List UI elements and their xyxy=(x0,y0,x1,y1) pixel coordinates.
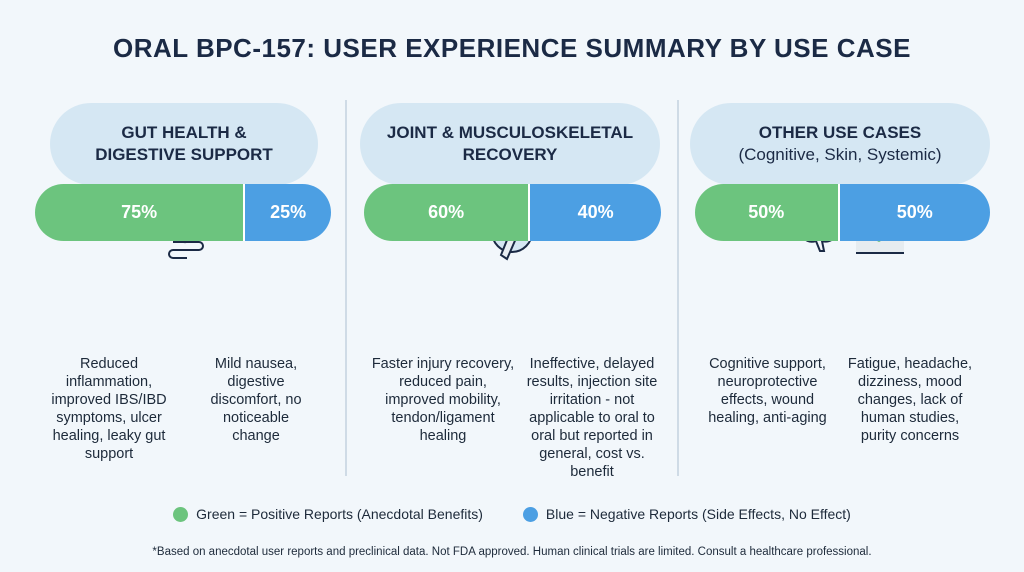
legend-label: Green = Positive Reports (Anecdotal Bene… xyxy=(196,506,483,522)
negative-segment: 50% xyxy=(839,184,990,241)
positive-description: Cognitive support, neuroprotective effec… xyxy=(708,356,827,426)
column-divider xyxy=(677,100,679,476)
heading-line: RECOVERY xyxy=(462,145,558,164)
negative-description: Mild nausea, digestive discomfort, no no… xyxy=(210,356,302,444)
heading-line: JOINT & MUSCULOSKELETAL xyxy=(386,123,634,142)
heading-line: GUT HEALTH & xyxy=(121,123,247,142)
legend-item-positive: Green = Positive Reports (Anecdotal Bene… xyxy=(173,506,483,522)
report-bar: 60% 40% xyxy=(364,184,661,241)
legend: Green = Positive Reports (Anecdotal Bene… xyxy=(0,506,1024,522)
green-dot-icon xyxy=(173,506,189,522)
positive-description: Reduced inflammation, improved IBS/IBD s… xyxy=(51,356,167,462)
legend-item-negative: Blue = Negative Reports (Side Effects, N… xyxy=(522,506,851,522)
heading-line: (Cognitive, Skin, Systemic) xyxy=(738,145,942,164)
positive-segment: 50% xyxy=(695,184,840,241)
report-bar: 75% 25% xyxy=(35,184,331,241)
positive-segment: 60% xyxy=(364,184,531,241)
report-bar: 50% 50% xyxy=(695,184,990,241)
heading-line: DIGESTIVE SUPPORT xyxy=(95,145,273,164)
negative-description: Ineffective, delayed results, injection … xyxy=(526,356,658,480)
column-heading: GUT HEALTH & DIGESTIVE SUPPORT xyxy=(50,103,318,185)
column-heading: JOINT & MUSCULOSKELETAL RECOVERY xyxy=(360,103,660,185)
legend-label: Blue = Negative Reports (Side Effects, N… xyxy=(545,506,851,522)
footnote: *Based on anecdotal user reports and pre… xyxy=(152,546,872,558)
negative-description: Fatigue, headache, dizziness, mood chang… xyxy=(847,356,973,444)
page-title: ORAL BPC-157: USER EXPERIENCE SUMMARY BY… xyxy=(113,33,911,63)
heading-line: OTHER USE CASES xyxy=(758,123,922,142)
column-heading: OTHER USE CASES (Cognitive, Skin, System… xyxy=(690,103,990,185)
positive-description: Faster injury recovery, reduced pain, im… xyxy=(371,356,515,444)
column-divider xyxy=(345,100,347,476)
negative-segment: 40% xyxy=(530,184,661,241)
positive-segment: 75% xyxy=(35,184,246,241)
blue-dot-icon xyxy=(522,506,538,522)
negative-segment: 25% xyxy=(245,184,331,241)
